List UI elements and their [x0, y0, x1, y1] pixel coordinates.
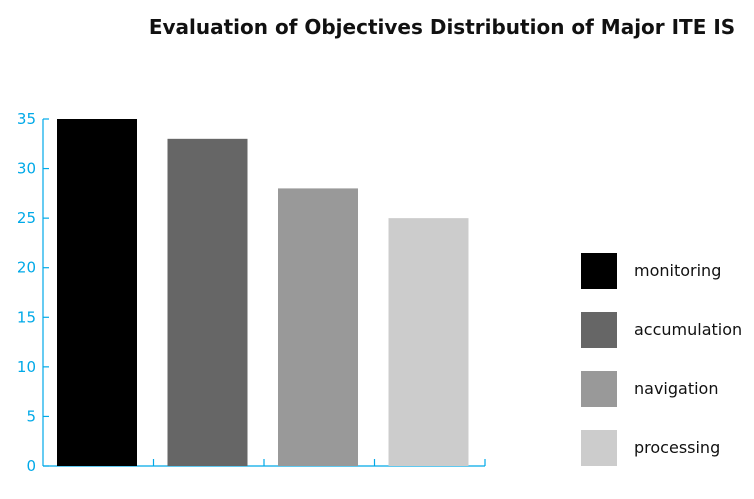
- bar-navigation: [278, 188, 358, 466]
- legend-swatch-navigation: [581, 371, 617, 407]
- y-axis: 0 5 10 15 20 25 30 35: [17, 110, 49, 475]
- bar-monitoring: [57, 119, 137, 466]
- y-tick-label: 5: [26, 407, 36, 425]
- y-tick-label: 10: [17, 358, 36, 376]
- bar-accumulation: [167, 138, 248, 467]
- legend-label-navigation: navigation: [634, 379, 718, 398]
- y-tick-label: 15: [17, 308, 36, 326]
- y-tick-label: 20: [17, 259, 36, 277]
- y-tick-label: 0: [26, 457, 36, 475]
- y-tick-label: 30: [17, 160, 36, 178]
- bar-processing: [388, 218, 469, 466]
- bars-group: [57, 119, 469, 467]
- legend-swatch-accumulation: [581, 312, 617, 348]
- legend-swatch-monitoring: [581, 253, 617, 289]
- y-tick-label: 35: [17, 110, 36, 128]
- y-tick-label: 25: [17, 209, 36, 227]
- legend-swatch-processing: [581, 430, 617, 466]
- legend-label-accumulation: accumulation: [634, 320, 742, 339]
- legend: monitoring accumulation navigation processi…: [581, 253, 742, 466]
- legend-label-monitoring: monitoring: [634, 261, 721, 280]
- chart-title: Evaluation of Objectives Distribution of…: [149, 15, 735, 39]
- legend-label-processing: processing: [634, 438, 720, 457]
